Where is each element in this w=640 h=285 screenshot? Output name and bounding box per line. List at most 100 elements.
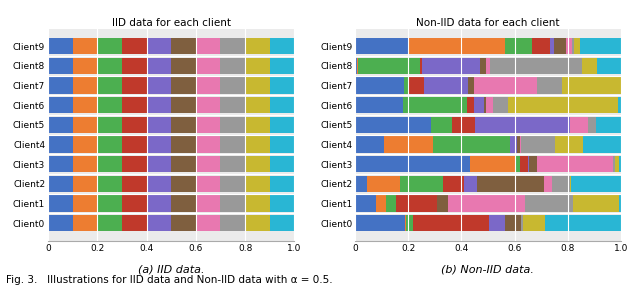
Bar [545, 215, 621, 231]
Bar [122, 176, 147, 192]
Bar [220, 117, 245, 133]
Bar [48, 156, 73, 172]
Bar [270, 117, 294, 133]
Bar [220, 78, 245, 93]
Bar [196, 156, 220, 172]
Bar [543, 176, 552, 192]
Bar [122, 215, 147, 231]
Bar [367, 176, 400, 192]
Bar [358, 58, 420, 74]
Bar [73, 156, 97, 172]
Bar [396, 196, 436, 211]
Bar [172, 117, 196, 133]
Bar [355, 156, 470, 172]
Bar [147, 196, 172, 211]
Bar [147, 137, 172, 152]
Bar [97, 117, 122, 133]
Bar [486, 58, 490, 74]
Bar [48, 196, 73, 211]
Bar [220, 58, 245, 74]
Bar [355, 117, 431, 133]
Bar [172, 215, 196, 231]
Bar [529, 156, 536, 172]
Bar [474, 78, 537, 93]
Bar [245, 38, 270, 54]
Bar [270, 58, 294, 74]
Bar [220, 156, 245, 172]
Text: (a) IID data.: (a) IID data. [138, 264, 205, 274]
Bar [245, 58, 270, 74]
Bar [615, 156, 620, 172]
Bar [431, 117, 452, 133]
Bar [220, 176, 245, 192]
Bar [552, 176, 570, 192]
Bar [618, 97, 621, 113]
Bar [355, 196, 376, 211]
Bar [48, 215, 73, 231]
Bar [73, 58, 97, 74]
Bar [486, 97, 493, 113]
Bar [245, 196, 270, 211]
Bar [97, 38, 122, 54]
Bar [172, 78, 196, 93]
Bar [436, 196, 448, 211]
Bar [122, 196, 147, 211]
Bar [73, 196, 97, 211]
Bar [518, 137, 520, 152]
Bar [172, 196, 196, 211]
Bar [73, 117, 97, 133]
Bar [403, 97, 467, 113]
Bar [477, 176, 543, 192]
Bar [48, 38, 73, 54]
Bar [480, 58, 486, 74]
Bar [270, 137, 294, 152]
Bar [147, 58, 172, 74]
Bar [443, 176, 464, 192]
Bar [172, 97, 196, 113]
Bar [48, 97, 73, 113]
Bar [620, 156, 621, 172]
Bar [508, 97, 618, 113]
Bar [452, 117, 476, 133]
Bar [570, 176, 621, 192]
Bar [172, 38, 196, 54]
Bar [405, 215, 406, 231]
Bar [196, 176, 220, 192]
Bar [433, 137, 509, 152]
Bar [196, 38, 220, 54]
Bar [97, 215, 122, 231]
Bar [73, 137, 97, 152]
Bar [555, 137, 584, 152]
Bar [355, 58, 357, 74]
Bar [172, 137, 196, 152]
Bar [355, 78, 404, 93]
Bar [147, 215, 172, 231]
Bar [172, 176, 196, 192]
Bar [73, 38, 97, 54]
Bar [172, 58, 196, 74]
Title: Non-IID data for each client: Non-IID data for each client [416, 18, 560, 28]
Bar [147, 97, 172, 113]
Bar [584, 137, 621, 152]
Bar [520, 137, 521, 152]
Bar [572, 38, 574, 54]
Bar [355, 137, 384, 152]
Bar [122, 137, 147, 152]
Bar [554, 38, 566, 54]
Bar [147, 78, 172, 93]
Bar [97, 58, 122, 74]
Bar [355, 176, 367, 192]
Bar [270, 78, 294, 93]
Bar [245, 215, 270, 231]
Bar [505, 38, 532, 54]
Bar [493, 97, 508, 113]
Bar [196, 97, 220, 113]
Bar [73, 97, 97, 113]
Bar [48, 78, 73, 93]
Text: Fig. 3.   Illustrations for IID data and Non-IID data with α = 0.5.: Fig. 3. Illustrations for IID data and N… [6, 275, 333, 285]
Bar [220, 137, 245, 152]
Bar [516, 156, 520, 172]
Bar [406, 215, 413, 231]
Bar [582, 58, 596, 74]
Bar [196, 117, 220, 133]
